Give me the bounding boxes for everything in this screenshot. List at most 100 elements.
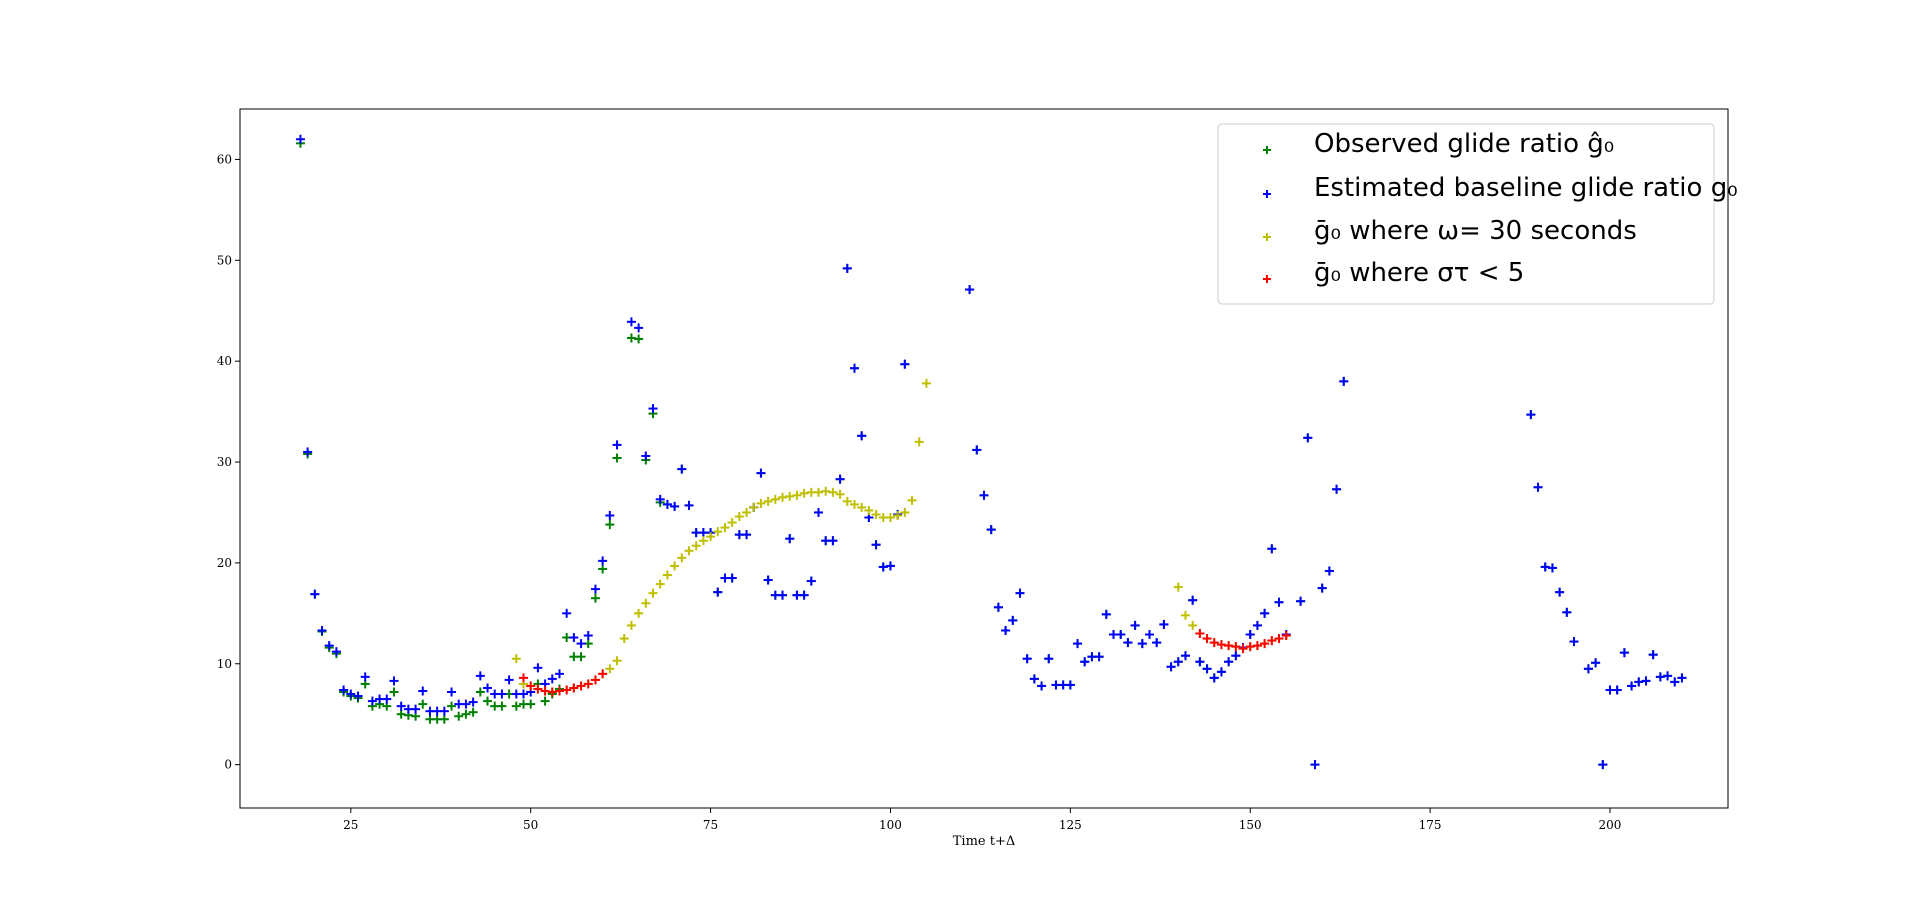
legend-box [1217, 123, 1715, 305]
data-point [742, 530, 752, 540]
data-point [1583, 664, 1593, 674]
data-point [713, 527, 723, 537]
data-point [785, 534, 795, 544]
y-axis: 0 10 20 30 40 50 60 [217, 152, 240, 772]
data-point [1116, 630, 1126, 640]
data-point [677, 553, 687, 563]
data-point [1260, 639, 1270, 649]
data-point [1612, 685, 1622, 695]
plus-marker-icon [1263, 146, 1271, 154]
data-point [1670, 677, 1680, 687]
data-point [835, 474, 845, 484]
data-point [1663, 671, 1673, 681]
data-point [1001, 625, 1011, 635]
data-point [670, 561, 680, 571]
data-point [1130, 620, 1140, 630]
data-point [1180, 610, 1190, 620]
data-point [533, 684, 543, 694]
data-point [1173, 582, 1183, 592]
legend-marker-observed [1263, 146, 1271, 154]
series-estimated [295, 134, 1687, 770]
data-point [518, 689, 528, 699]
data-point [849, 363, 859, 373]
data-point [878, 562, 888, 572]
data-point [1547, 563, 1557, 573]
data-point [1022, 654, 1032, 664]
data-point [554, 669, 564, 679]
data-point [634, 323, 644, 333]
data-point [1641, 676, 1651, 686]
data-point [547, 687, 557, 697]
x-tick-label: 25 [343, 818, 358, 832]
data-point [641, 451, 651, 461]
data-point [1202, 634, 1212, 644]
data-point [511, 701, 521, 711]
data-point [972, 445, 982, 455]
data-point [504, 675, 514, 685]
data-point [763, 496, 773, 506]
legend-item-estimated: Estimated baseline glide ratio g₀ [1263, 173, 1738, 203]
data-point [749, 502, 759, 512]
data-point [1029, 674, 1039, 684]
data-point [871, 509, 881, 519]
data-point [295, 134, 305, 144]
data-point [914, 437, 924, 447]
data-point [1008, 615, 1018, 625]
data-point [857, 431, 867, 441]
data-point [590, 584, 600, 594]
data-point [346, 689, 356, 699]
x-tick-label: 125 [1059, 818, 1082, 832]
data-point [1216, 667, 1226, 677]
data-point [605, 664, 615, 674]
data-point [1044, 654, 1054, 664]
data-point [799, 590, 809, 600]
data-point [547, 674, 557, 684]
data-point [842, 263, 852, 273]
data-point [583, 679, 593, 689]
data-point [324, 641, 334, 651]
y-tick-label: 30 [217, 455, 232, 469]
y-tick-label: 40 [217, 354, 232, 368]
data-point [526, 681, 536, 691]
data-point [799, 488, 809, 498]
data-point [662, 570, 672, 580]
data-point [619, 634, 629, 644]
data-point [1245, 642, 1255, 652]
y-tick-label: 0 [224, 758, 232, 772]
data-point [814, 487, 824, 497]
data-point [727, 573, 737, 583]
data-point [1209, 638, 1219, 648]
data-point [612, 440, 622, 450]
data-point [382, 694, 392, 704]
data-point [1540, 562, 1550, 572]
y-tick-label: 60 [217, 152, 232, 166]
data-point [742, 507, 752, 517]
data-point [511, 654, 521, 664]
data-point [893, 510, 903, 520]
data-point [1296, 596, 1306, 606]
data-point [734, 511, 744, 521]
data-point [562, 685, 572, 695]
data-point [389, 676, 399, 686]
data-point [598, 564, 608, 574]
data-point [439, 706, 449, 716]
data-point [871, 540, 881, 550]
data-point [1224, 657, 1234, 667]
legend-marker-sigma [1263, 275, 1271, 283]
data-point [648, 404, 658, 414]
data-point [310, 589, 320, 599]
data-point [576, 652, 586, 662]
data-point [713, 587, 723, 597]
data-point [655, 579, 665, 589]
data-point [576, 639, 586, 649]
data-point [1569, 637, 1579, 647]
data-point [475, 687, 485, 697]
data-point [411, 704, 421, 714]
data-point [331, 647, 341, 657]
data-point [770, 494, 780, 504]
data-point [1231, 651, 1241, 661]
data-point [1648, 650, 1658, 660]
data-point [562, 608, 572, 618]
data-point [1303, 433, 1313, 443]
